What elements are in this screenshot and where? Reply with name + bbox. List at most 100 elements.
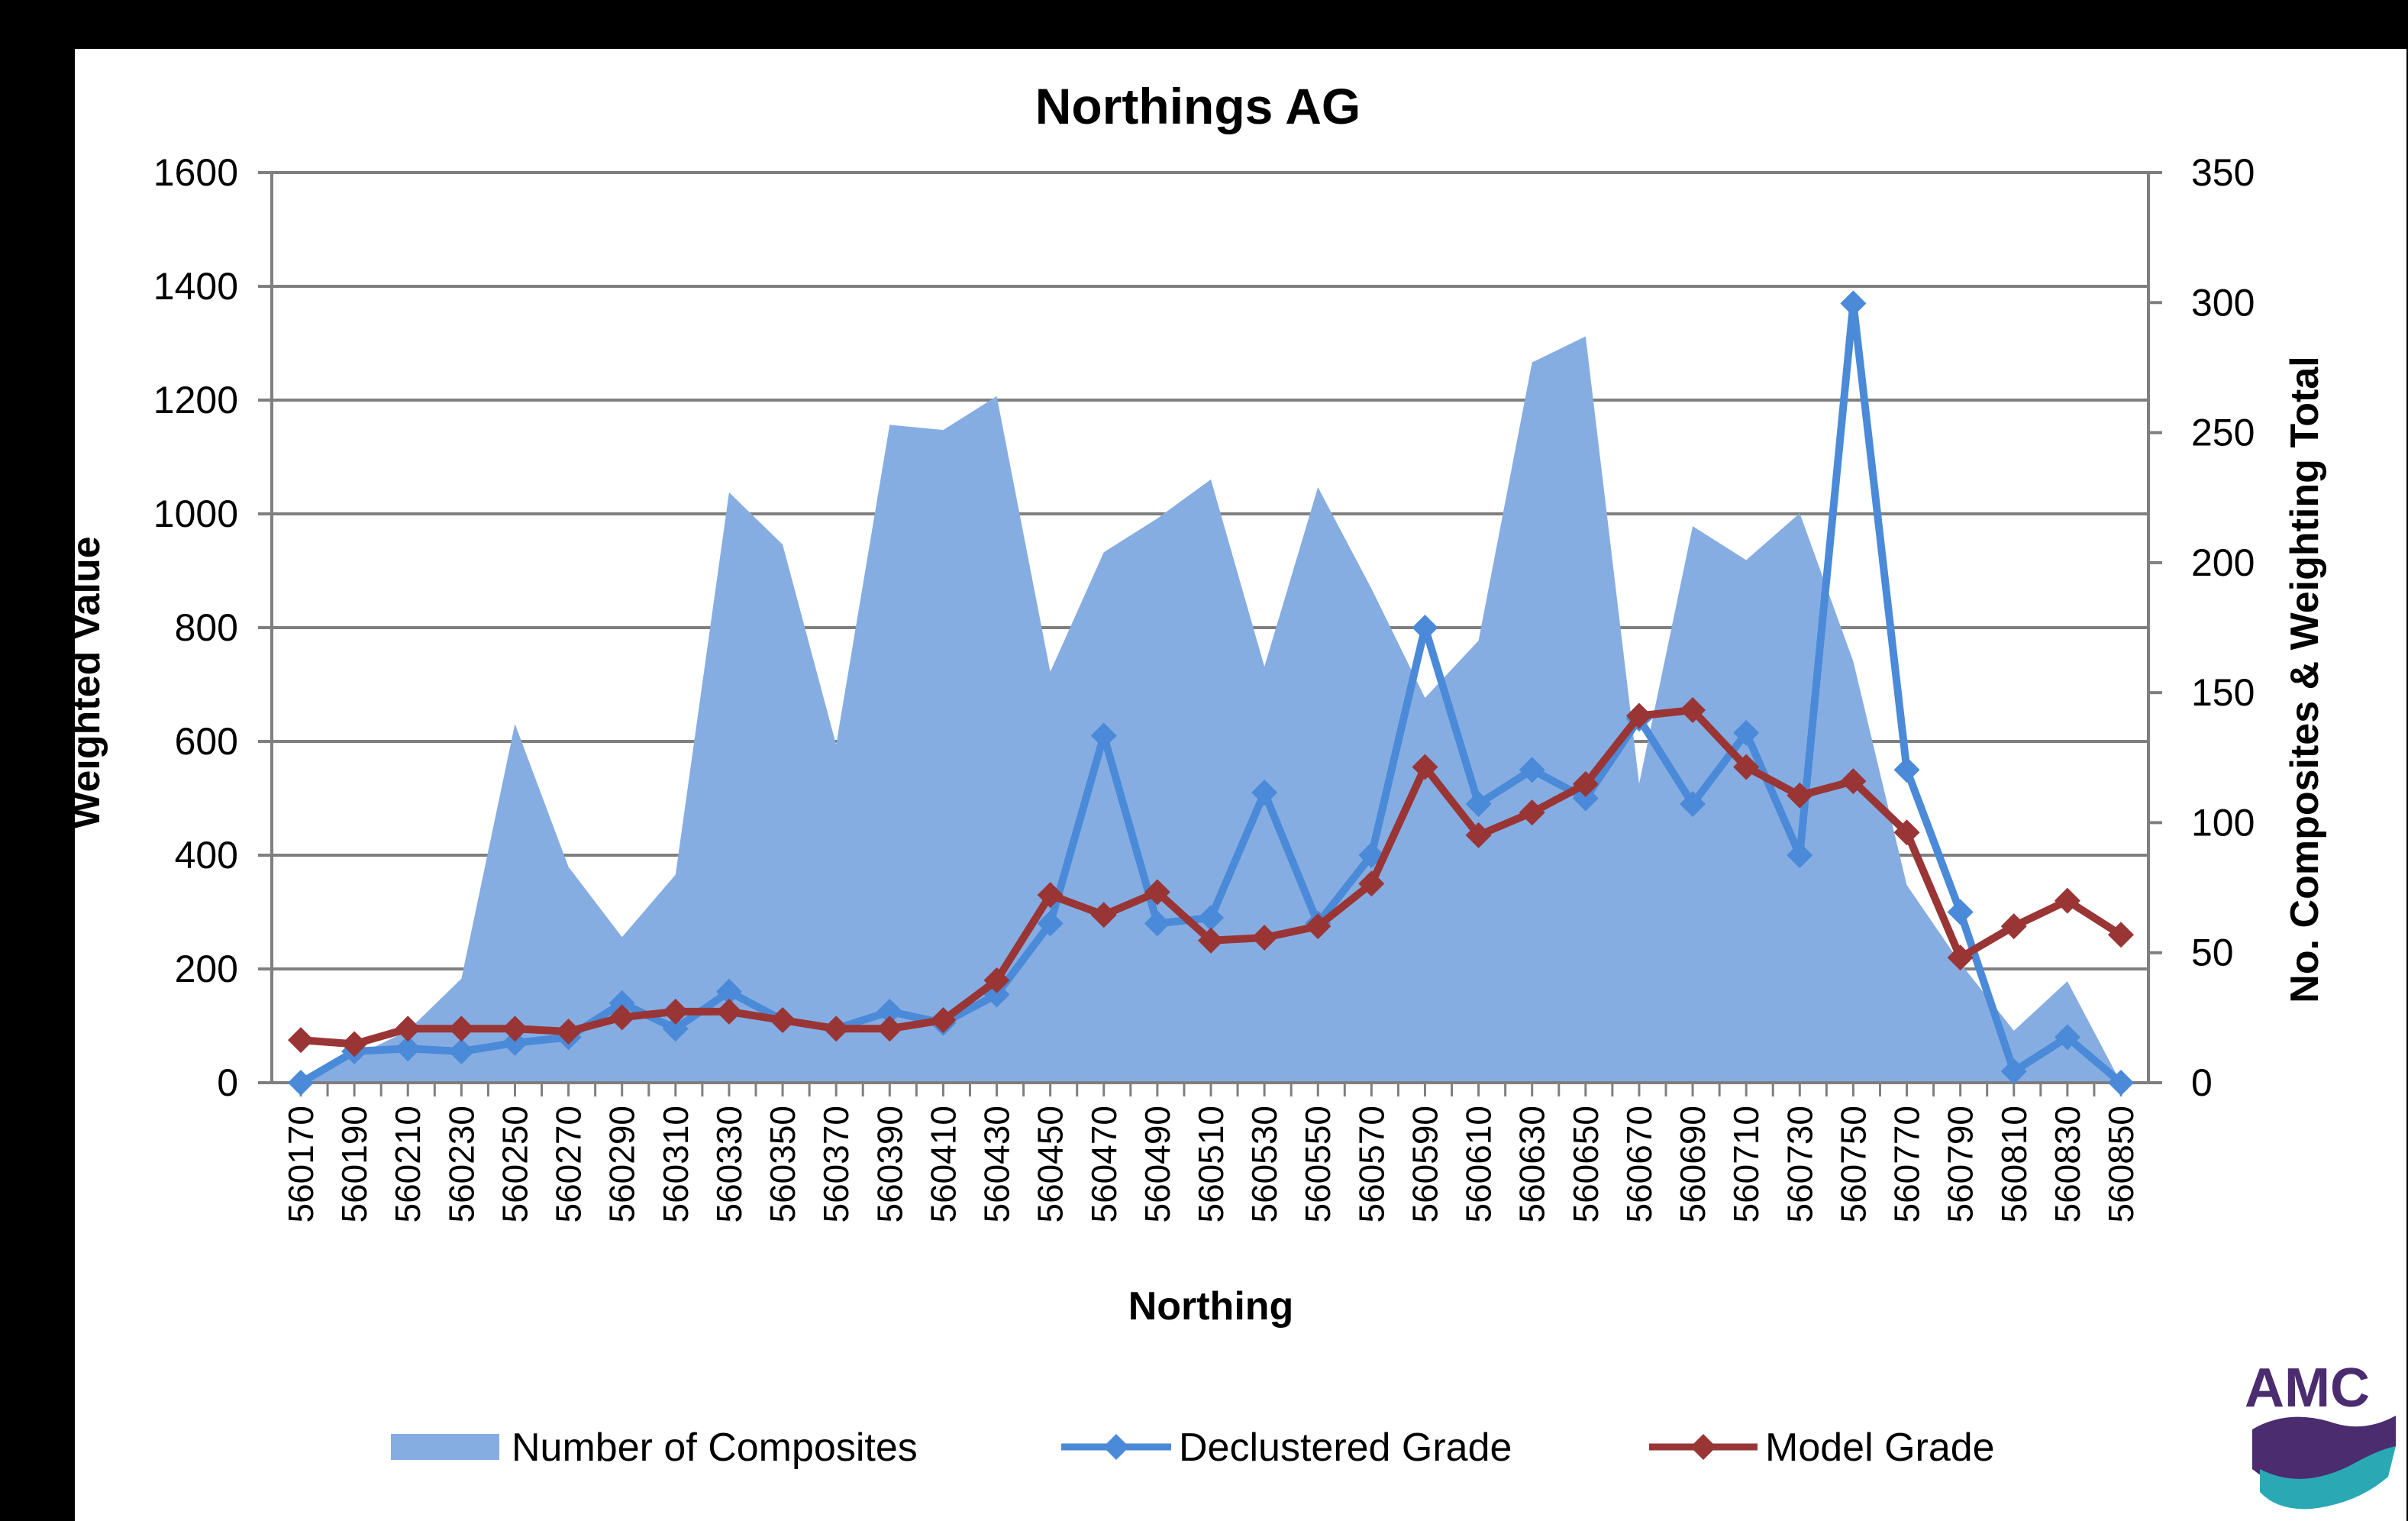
- y2-axis-title: No. Composites & Weighting Total: [2283, 356, 2327, 1003]
- x-tick-label: 560630: [1512, 1106, 1552, 1223]
- x-tick-label: 560590: [1405, 1106, 1444, 1223]
- chart-frame: 0 200 400 600 800 1000 1200 1400 1600 0 50 100 150 20…: [75, 49, 2406, 1521]
- x-tick-label: 560670: [1619, 1106, 1659, 1223]
- declustered-grade-point: [1412, 615, 1438, 641]
- model-grade-point: [448, 1016, 475, 1042]
- x-tick-label: 560430: [977, 1106, 1017, 1223]
- declustered-grade-point: [288, 1070, 314, 1096]
- model-grade-point: [1198, 927, 1224, 954]
- y-tick-label: 200: [175, 948, 238, 990]
- model-grade-point: [2000, 913, 2027, 940]
- x-tick-label: 560310: [656, 1106, 696, 1223]
- model-grade-point: [1358, 870, 1385, 897]
- model-grade-point: [1787, 782, 1813, 809]
- declustered-grade-point: [1251, 780, 1278, 806]
- legend-label-model: Model Grade: [1765, 1426, 1995, 1470]
- x-tick-label: 560750: [1833, 1106, 1873, 1223]
- x-tick-label: 560570: [1351, 1106, 1391, 1223]
- y-axis-title: Weighted Value: [75, 536, 108, 828]
- declustered-grade-point: [2000, 1058, 2027, 1085]
- model-grade-point: [770, 1007, 796, 1034]
- y2-tick-label: 0: [2191, 1061, 2213, 1104]
- y-tick-label: 800: [175, 606, 238, 649]
- model-grade-point: [1893, 819, 1920, 846]
- legend: Number of Composites Declustered Grade M…: [391, 1426, 1995, 1470]
- y-tick-label: 1000: [153, 492, 238, 535]
- x-tick-label: 560230: [441, 1106, 481, 1223]
- y-tick-label: 400: [175, 834, 238, 877]
- declustered-grade-point: [715, 978, 742, 1005]
- x-tick-label: 560490: [1138, 1106, 1177, 1223]
- model-grade-point: [1840, 768, 1867, 795]
- declustered-grade-point: [1680, 790, 1706, 817]
- declustered-grade-point: [2054, 1024, 2080, 1051]
- model-grade-point: [555, 1018, 582, 1045]
- logo-text: AMC: [2245, 1358, 2370, 1419]
- model-grade-point: [1251, 925, 1278, 951]
- legend-label-composites: Number of Composites: [512, 1426, 918, 1470]
- declustered-grade-point: [1465, 790, 1492, 817]
- model-grade-point: [1037, 882, 1064, 909]
- declustered-grade-point: [1144, 910, 1170, 937]
- x-tick-label: 560190: [334, 1106, 374, 1223]
- model-grade-point: [1305, 913, 1332, 940]
- declustered-grade-point: [1733, 719, 1760, 746]
- model-grade-point: [2054, 887, 2080, 914]
- x-tick-label: 560350: [763, 1106, 802, 1223]
- declustered-grade-point: [1840, 290, 1867, 317]
- declustered-grade-point: [1893, 757, 1920, 783]
- y2-tick-label: 100: [2191, 801, 2255, 844]
- model-grade-point: [1465, 822, 1492, 848]
- x-tick-label: 560410: [923, 1106, 963, 1223]
- y-tick-label: 1600: [153, 151, 238, 194]
- declustered-grade-point: [1198, 904, 1224, 931]
- model-grade-point: [1947, 945, 1974, 971]
- declustered-grade-point: [1787, 842, 1813, 868]
- model-grade-point: [876, 1016, 903, 1042]
- model-grade-point: [395, 1016, 421, 1042]
- y-tick-label: 1400: [153, 265, 238, 308]
- declustered-grade-point: [1947, 899, 1974, 925]
- x-tick-label: 560650: [1566, 1106, 1606, 1223]
- model-grade-point: [1733, 754, 1760, 780]
- declustered-grade-point: [2108, 1070, 2134, 1096]
- legend-label-declustered: Declustered Grade: [1179, 1426, 1512, 1470]
- model-grade-point: [1625, 702, 1652, 729]
- x-tick-label: 560850: [2101, 1106, 2141, 1223]
- model-grade-point: [1572, 770, 1599, 797]
- y2-tick-label: 200: [2191, 541, 2255, 584]
- chart: 0 200 400 600 800 1000 1200 1400 1600 0 50 100 150 20…: [75, 78, 2396, 1510]
- model-grade-point: [1519, 799, 1545, 826]
- legend-marker-model: [1690, 1434, 1716, 1460]
- x-tick-label: 560450: [1031, 1106, 1070, 1223]
- legend-marker-declustered: [1103, 1434, 1129, 1460]
- model-grade-point: [930, 1007, 957, 1034]
- x-tick-label: 560610: [1459, 1106, 1499, 1223]
- x-tick-label: 560510: [1191, 1106, 1231, 1223]
- x-tick-label: 560290: [602, 1106, 642, 1223]
- model-grade-point: [341, 1031, 368, 1058]
- model-grade-point: [608, 1004, 635, 1031]
- declustered-grade-point: [876, 998, 903, 1025]
- y-tick-label: 600: [175, 720, 238, 763]
- declustered-grade-point: [502, 1029, 528, 1056]
- model-grade-point: [662, 998, 689, 1025]
- y2-tick-label: 250: [2191, 412, 2255, 454]
- x-tick-label: 560730: [1780, 1106, 1819, 1223]
- x-tick-label: 560710: [1726, 1106, 1766, 1223]
- tick-labels: 0 200 400 600 800 1000 1200 1400 1600 0 50 100 150 20…: [153, 151, 2255, 1223]
- composites-area-layer: [301, 336, 2121, 1083]
- x-tick-label: 560790: [1941, 1106, 1980, 1223]
- legend-swatch-composites: [391, 1434, 499, 1460]
- x-tick-label: 560470: [1084, 1106, 1124, 1223]
- logo-wave-icon-lower: [2260, 1446, 2396, 1510]
- y-tick-label: 1200: [153, 379, 238, 421]
- x-tick-label: 560690: [1673, 1106, 1712, 1223]
- model-grade-point: [2108, 922, 2134, 948]
- x-tick-label: 560810: [1994, 1106, 2034, 1223]
- model-grade-point: [983, 967, 1010, 993]
- x-tick-label: 560530: [1244, 1106, 1284, 1223]
- model-grade-point: [1680, 697, 1706, 724]
- declustered-grade-point: [1090, 722, 1117, 749]
- model-grade-point: [502, 1016, 528, 1042]
